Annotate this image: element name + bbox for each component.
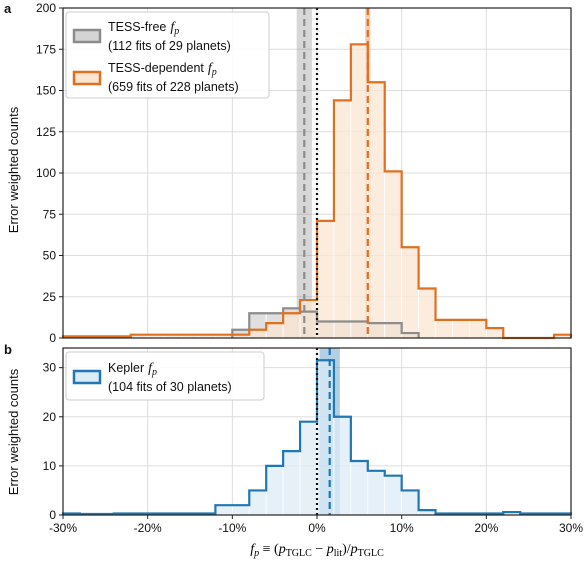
ytick-label: 200 [36, 1, 56, 15]
xtick-label: 0% [308, 521, 326, 535]
panel-b-legend-box [65, 351, 265, 401]
panel-a-legend-box [65, 11, 270, 99]
histogram-bin [333, 416, 352, 516]
xtick-label: 20% [474, 521, 498, 535]
histogram-bin [435, 319, 453, 339]
histogram-bin [299, 299, 318, 339]
panel-b-xlabel: fp ≡ (pTGLC − plit)/pTGLC [250, 542, 384, 559]
histogram-bin [367, 470, 386, 516]
panel-b-frame [62, 347, 572, 516]
xtick-label: -30% [49, 521, 77, 535]
histogram-bin [265, 322, 284, 339]
ytick-label: 150 [36, 84, 56, 98]
histogram-bin [384, 475, 403, 516]
panel-b-ylabel: Error weighted counts [6, 368, 21, 495]
panel-b: b Error weighted counts 0 10 20 30 -30% -20%… [4, 342, 583, 559]
ytick-label: 10 [43, 459, 57, 473]
legend-swatch-tess-free [72, 28, 102, 44]
ytick-label: 75 [43, 207, 57, 221]
panel-b-label: b [4, 342, 12, 357]
histogram-bin [468, 319, 487, 339]
histogram-bin [384, 170, 403, 339]
histogram-bin [350, 460, 369, 516]
histogram-bin [282, 312, 301, 339]
histogram-bin [333, 100, 352, 339]
legend-label-kepler: Kepler fp [108, 361, 157, 378]
panel-a-reference-lines [303, 8, 369, 338]
histogram-bin [248, 490, 267, 516]
histogram-bin [418, 288, 436, 339]
panel-a-legend: TESS-free fp (112 fits of 29 planets) TES… [65, 11, 270, 99]
panel-a-label: a [4, 1, 12, 16]
histogram-bin [214, 504, 233, 516]
legend-swatch-kepler [72, 369, 102, 385]
histogram-bin [299, 421, 318, 516]
ytick-label: 50 [43, 249, 57, 263]
legend-swatch-tess-dependent [72, 70, 102, 86]
panel-b-yticks: 0 10 20 30 [43, 361, 63, 522]
ytick-label: 175 [36, 42, 56, 56]
legend-detail-kepler: (104 fits of 30 planets) [108, 380, 232, 394]
histogram-bin [350, 43, 369, 339]
legend-label-tess-dependent: TESS-dependent fp [108, 61, 217, 78]
histogram-step-line [231, 307, 420, 338]
panel-b-reference-lines [315, 348, 331, 515]
ytick-label: 125 [36, 125, 56, 139]
ytick-label: 20 [43, 410, 57, 424]
histogram-bin [367, 81, 386, 339]
histogram-step-line [61, 43, 573, 340]
legend-detail-tess-free: (112 fits of 29 planets) [108, 39, 231, 53]
panel-b-legend: Kepler fp (104 fits of 30 planets) [65, 351, 265, 401]
ytick-label: 0 [49, 508, 56, 522]
histogram-bin [265, 465, 284, 516]
legend-detail-tess-dependent: (659 fits of 228 planets) [108, 80, 239, 94]
histogram-bin [231, 504, 250, 516]
histogram-bin [401, 490, 419, 516]
xtick-label: 30% [559, 521, 583, 535]
panel-a-frame [62, 7, 572, 339]
ytick-label: 25 [43, 290, 57, 304]
histogram-step-line [61, 359, 573, 516]
panel-a-steps [61, 43, 573, 340]
legend-label-tess-free: TESS-free fp [108, 20, 179, 37]
panel-a-yticks: 0 25 50 75 100 125 150 175 200 [36, 1, 63, 345]
panel-a-ylabel: Error weighted counts [6, 106, 21, 233]
histogram-bin [452, 319, 470, 339]
ytick-label: 100 [36, 166, 56, 180]
xtick-label: -10% [218, 521, 246, 535]
panel-b-xticks: -30% -20% -10% 0% 10% 20% 30% [49, 515, 583, 535]
histogram-bin [316, 359, 335, 516]
panel-a-fills [62, 43, 572, 339]
xtick-label: 10% [390, 521, 414, 535]
histogram-bin [401, 246, 419, 339]
panel-a: a Error weighted counts 0 25 50 75 100 125 150… [4, 1, 573, 345]
panel-b-steps [61, 359, 573, 516]
histogram-bin [248, 329, 267, 339]
histogram-bin [485, 327, 504, 339]
histogram-bin [282, 450, 301, 516]
ytick-label: 0 [49, 331, 56, 345]
xtick-label: -20% [134, 521, 162, 535]
ytick-label: 30 [43, 361, 57, 375]
